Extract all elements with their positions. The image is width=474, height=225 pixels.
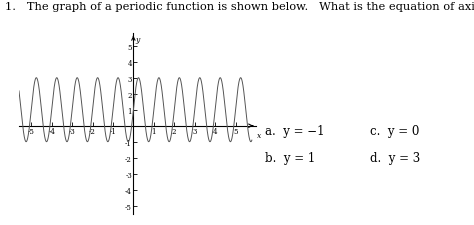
- Text: 1.   The graph of a periodic function is shown below.   What is the equation of : 1. The graph of a periodic function is s…: [5, 2, 474, 12]
- Text: x: x: [257, 132, 261, 140]
- Text: d.  y = 3: d. y = 3: [370, 151, 420, 164]
- Text: y: y: [136, 35, 140, 43]
- Text: c.  y = 0: c. y = 0: [370, 124, 419, 137]
- Text: a.  y = −1: a. y = −1: [265, 124, 325, 137]
- Text: b.  y = 1: b. y = 1: [265, 151, 316, 164]
